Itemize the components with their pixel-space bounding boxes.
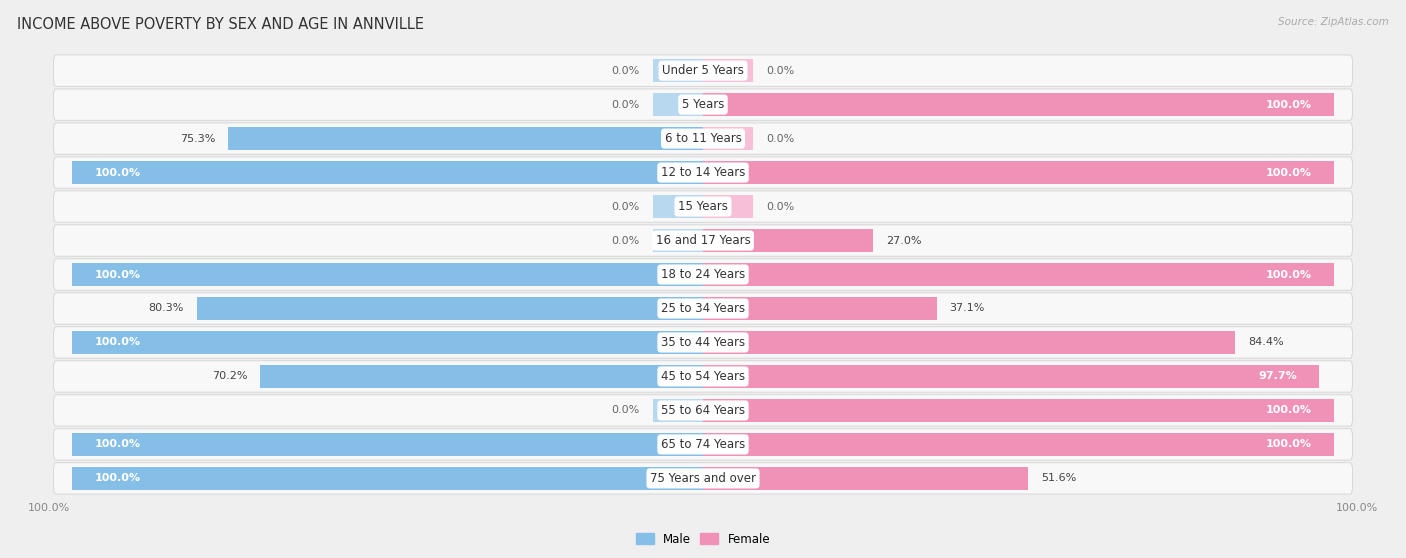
Text: 100.0%: 100.0% (94, 167, 141, 177)
Text: 100.0%: 100.0% (1265, 99, 1312, 109)
Text: 0.0%: 0.0% (612, 201, 640, 211)
Bar (72, 161, 703, 184)
Bar (260, 365, 703, 388)
Text: 45 to 54 Years: 45 to 54 Years (661, 370, 745, 383)
Text: 0.0%: 0.0% (612, 99, 640, 109)
Text: 0.0%: 0.0% (612, 66, 640, 76)
Text: Source: ZipAtlas.com: Source: ZipAtlas.com (1278, 17, 1389, 27)
Text: 12 to 14 Years: 12 to 14 Years (661, 166, 745, 179)
Bar (72, 433, 703, 456)
Bar (703, 127, 754, 150)
Bar (703, 93, 1334, 116)
Text: 6 to 11 Years: 6 to 11 Years (665, 132, 741, 145)
Text: 16 and 17 Years: 16 and 17 Years (655, 234, 751, 247)
Bar (703, 229, 873, 252)
Text: 51.6%: 51.6% (1040, 473, 1077, 483)
FancyBboxPatch shape (53, 259, 1353, 290)
Text: 100.0%: 100.0% (1265, 406, 1312, 416)
Text: 100.0%: 100.0% (94, 440, 141, 449)
FancyBboxPatch shape (53, 463, 1353, 494)
Text: 0.0%: 0.0% (612, 235, 640, 246)
FancyBboxPatch shape (53, 191, 1353, 222)
Bar (703, 399, 1334, 422)
Bar (703, 59, 754, 82)
Bar (72, 331, 703, 354)
Text: 0.0%: 0.0% (612, 406, 640, 416)
Text: 35 to 44 Years: 35 to 44 Years (661, 336, 745, 349)
Text: 100.0%: 100.0% (1265, 440, 1312, 449)
Bar (228, 127, 703, 150)
Bar (703, 433, 1334, 456)
Text: Under 5 Years: Under 5 Years (662, 64, 744, 77)
Text: 84.4%: 84.4% (1249, 338, 1284, 348)
Text: 25 to 34 Years: 25 to 34 Years (661, 302, 745, 315)
Text: 100.0%: 100.0% (94, 270, 141, 280)
Bar (652, 59, 703, 82)
Text: 65 to 74 Years: 65 to 74 Years (661, 438, 745, 451)
FancyBboxPatch shape (53, 327, 1353, 358)
FancyBboxPatch shape (53, 395, 1353, 426)
Text: 0.0%: 0.0% (766, 66, 794, 76)
Text: 5 Years: 5 Years (682, 98, 724, 111)
Text: 100.0%: 100.0% (94, 473, 141, 483)
FancyBboxPatch shape (53, 225, 1353, 256)
Bar (197, 297, 703, 320)
Text: 18 to 24 Years: 18 to 24 Years (661, 268, 745, 281)
Bar (652, 399, 703, 422)
Bar (652, 93, 703, 116)
Text: 100.0%: 100.0% (94, 338, 141, 348)
Bar (703, 297, 936, 320)
Text: INCOME ABOVE POVERTY BY SEX AND AGE IN ANNVILLE: INCOME ABOVE POVERTY BY SEX AND AGE IN A… (17, 17, 423, 32)
Text: 55 to 64 Years: 55 to 64 Years (661, 404, 745, 417)
Bar (703, 331, 1236, 354)
Text: 97.7%: 97.7% (1258, 372, 1298, 382)
Text: 75.3%: 75.3% (180, 133, 215, 143)
Text: 0.0%: 0.0% (766, 201, 794, 211)
FancyBboxPatch shape (53, 429, 1353, 460)
Bar (703, 365, 1319, 388)
Bar (703, 263, 1334, 286)
Text: 27.0%: 27.0% (886, 235, 921, 246)
Text: 100.0%: 100.0% (1265, 270, 1312, 280)
Text: 100.0%: 100.0% (28, 503, 70, 513)
FancyBboxPatch shape (53, 123, 1353, 154)
Text: 75 Years and over: 75 Years and over (650, 472, 756, 485)
Text: 0.0%: 0.0% (766, 133, 794, 143)
Bar (703, 195, 754, 218)
Text: 100.0%: 100.0% (1265, 167, 1312, 177)
Bar (652, 229, 703, 252)
Bar (703, 467, 1028, 490)
Text: 100.0%: 100.0% (1336, 503, 1378, 513)
Text: 15 Years: 15 Years (678, 200, 728, 213)
FancyBboxPatch shape (53, 157, 1353, 188)
Bar (72, 263, 703, 286)
FancyBboxPatch shape (53, 55, 1353, 86)
FancyBboxPatch shape (53, 89, 1353, 120)
Bar (703, 161, 1334, 184)
Bar (72, 467, 703, 490)
Text: 37.1%: 37.1% (949, 304, 986, 314)
Text: 70.2%: 70.2% (212, 372, 247, 382)
FancyBboxPatch shape (53, 361, 1353, 392)
Bar (652, 195, 703, 218)
Legend: Male, Female: Male, Female (631, 528, 775, 551)
Text: 80.3%: 80.3% (149, 304, 184, 314)
FancyBboxPatch shape (53, 293, 1353, 324)
